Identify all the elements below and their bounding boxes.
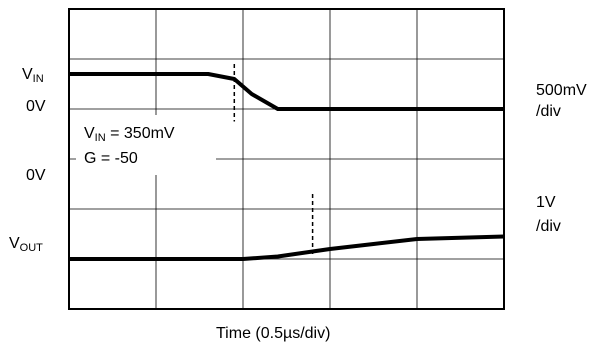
vout-zero-label: 0V	[26, 167, 46, 184]
vin-scale-label: 500mV	[536, 82, 587, 99]
markers	[233, 64, 314, 254]
annotation-gain: G = -50	[84, 150, 138, 167]
annotation-vin: VIN = 350mV	[84, 125, 175, 144]
vin-zero-label: 0V	[26, 98, 46, 115]
vout-label: VOUT	[9, 235, 43, 254]
x-axis-label: Time (0.5µs/div)	[216, 325, 331, 342]
vin-trace	[69, 72, 504, 111]
vin-scale-unit: /div	[536, 103, 561, 120]
vin-label: VIN	[22, 66, 44, 85]
vout-trace	[69, 234, 505, 261]
vout-scale-label: 1V	[536, 194, 556, 211]
annotation-box	[76, 115, 216, 175]
vout-scale-unit: /div	[536, 218, 561, 235]
